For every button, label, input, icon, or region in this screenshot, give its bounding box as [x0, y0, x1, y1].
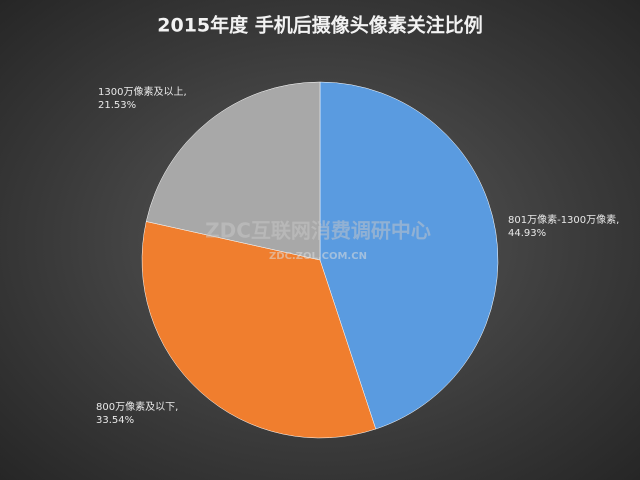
data-label: 800万像素及以下, 33.54% [96, 402, 179, 426]
watermark: ZDC.ZOL.COM.CN [269, 251, 367, 262]
data-label: 801万像素-1300万像素, 44.93% [508, 215, 620, 239]
pie-slice [141, 221, 377, 439]
chart-title: 2015年度 手机后摄像头像素关注比例 [157, 14, 483, 37]
data-label: 1300万像素及以上, 21.53% [98, 87, 187, 111]
pie-slice [319, 81, 499, 430]
watermark: ZDC互联网消费调研中心 [205, 219, 431, 243]
pie-slice [145, 81, 321, 261]
